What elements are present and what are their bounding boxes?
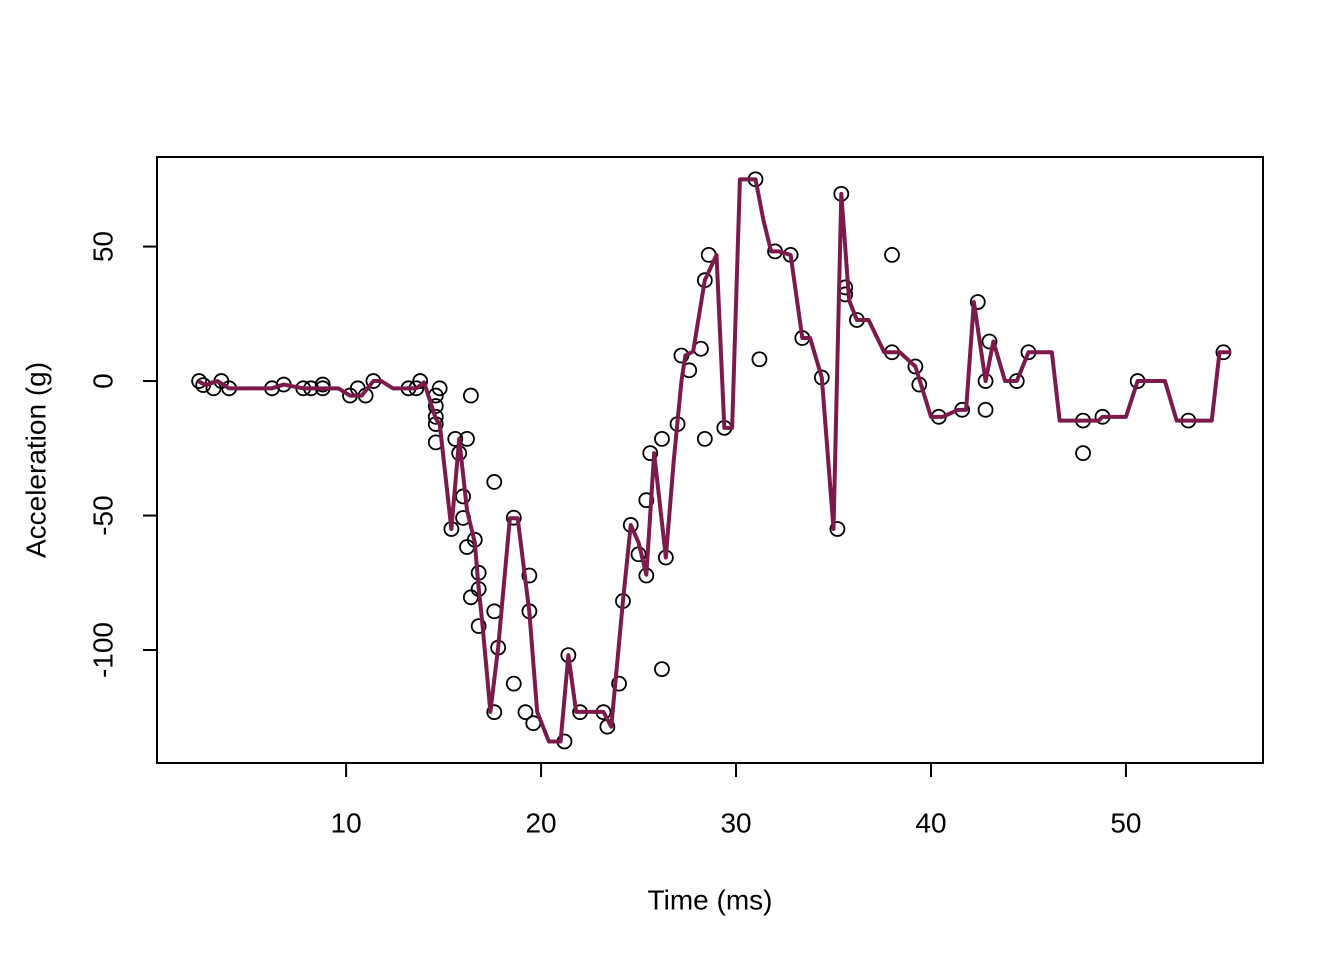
data-point (981, 333, 998, 350)
data-point (654, 430, 670, 447)
data-point (486, 704, 503, 721)
data-point (517, 704, 534, 721)
data-point (431, 380, 448, 397)
data-point (907, 358, 924, 375)
data-point (884, 247, 900, 263)
data-point (447, 430, 464, 447)
x-tick-label: 50 (1110, 807, 1141, 838)
y-tick-label: 0 (87, 373, 118, 389)
y-tick-label: 50 (87, 231, 118, 262)
x-tick-label: 10 (331, 807, 362, 838)
data-point (521, 567, 538, 584)
data-point (969, 294, 986, 310)
y-tick-label: -100 (87, 622, 118, 678)
y-axis-label: Acceleration (g) (20, 362, 51, 558)
data-point (1075, 445, 1091, 462)
data-point (470, 618, 487, 634)
data-point (977, 401, 994, 418)
data-point (427, 408, 444, 425)
y-tick-label: -50 (87, 495, 118, 535)
x-tick-label: 40 (915, 807, 946, 838)
fit-line (197, 177, 1232, 744)
data-point (611, 675, 627, 692)
data-point (191, 373, 208, 389)
data-point (751, 351, 768, 368)
data-point (654, 661, 670, 678)
data-point (412, 373, 429, 389)
data-point (829, 521, 846, 537)
data-point (505, 675, 522, 692)
data-point (696, 430, 713, 447)
data-point (462, 387, 479, 404)
data-point (638, 492, 655, 509)
x-axis-label: Time (ms) (648, 884, 773, 915)
data-point (462, 589, 479, 606)
data-point (642, 445, 659, 462)
x-tick-label: 30 (720, 807, 751, 838)
x-tick-label: 20 (525, 807, 556, 838)
data-point (486, 474, 503, 490)
data-point (314, 376, 331, 393)
data-point (505, 509, 522, 526)
